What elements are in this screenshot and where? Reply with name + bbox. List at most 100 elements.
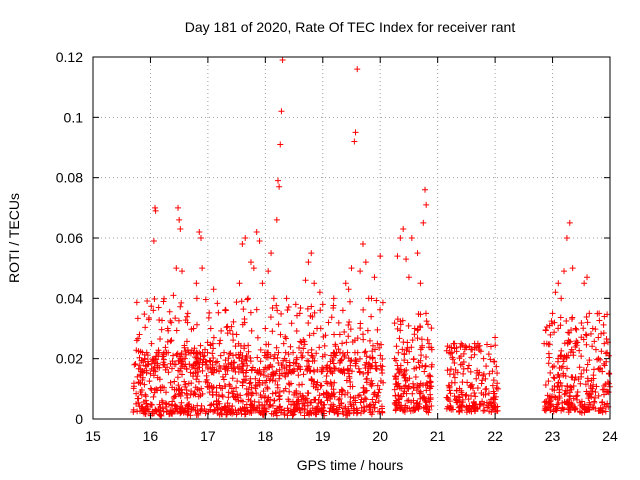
data-point — [359, 331, 366, 338]
data-point — [194, 402, 201, 409]
data-point — [592, 346, 599, 353]
data-point — [286, 381, 293, 388]
data-point — [239, 241, 246, 248]
data-point — [446, 405, 453, 412]
data-point — [592, 389, 599, 396]
data-point — [139, 369, 146, 376]
data-point — [297, 409, 304, 416]
data-point — [147, 401, 154, 408]
data-point — [400, 339, 407, 346]
data-point — [427, 396, 434, 403]
data-point — [321, 401, 328, 408]
data-point — [374, 392, 381, 399]
data-point — [319, 353, 326, 360]
data-point — [474, 340, 481, 347]
data-point — [209, 350, 216, 357]
data-point — [379, 355, 386, 362]
data-point — [298, 339, 305, 346]
data-point — [451, 393, 458, 400]
data-point — [569, 265, 576, 272]
data-point — [376, 386, 383, 393]
data-point — [153, 356, 160, 363]
data-point — [367, 409, 374, 416]
data-point — [291, 391, 298, 398]
data-point — [295, 405, 302, 412]
data-point — [426, 372, 433, 379]
data-point — [370, 401, 377, 408]
data-point — [391, 386, 398, 393]
data-point — [391, 355, 398, 362]
data-point — [259, 411, 266, 418]
data-point — [315, 408, 322, 415]
data-point — [422, 310, 429, 317]
data-point — [570, 352, 577, 359]
data-point — [183, 390, 190, 397]
data-point — [247, 354, 254, 361]
y-tick-label: 0 — [75, 411, 83, 427]
data-point — [426, 398, 433, 405]
data-point — [335, 396, 342, 403]
data-point — [342, 412, 349, 419]
data-point — [410, 355, 417, 362]
data-point — [453, 344, 460, 351]
data-point — [590, 375, 597, 382]
data-point — [379, 409, 386, 416]
data-point — [446, 349, 453, 356]
x-tick-label: 17 — [200, 428, 216, 444]
data-point — [258, 407, 265, 414]
data-point — [221, 404, 228, 411]
data-point — [474, 405, 481, 412]
data-point — [330, 295, 337, 302]
data-point — [422, 186, 429, 193]
data-point — [360, 336, 367, 343]
data-point — [207, 407, 214, 414]
data-point — [304, 305, 311, 312]
data-point — [346, 410, 353, 417]
data-point — [568, 374, 575, 381]
data-point — [323, 393, 330, 400]
data-point — [276, 366, 283, 373]
data-point — [598, 348, 605, 355]
data-point — [555, 379, 562, 386]
data-point — [268, 250, 275, 257]
data-point — [379, 299, 386, 306]
data-point — [485, 390, 492, 397]
data-point — [427, 373, 434, 380]
data-point — [330, 360, 337, 367]
data-point — [270, 411, 277, 418]
data-point — [290, 349, 297, 356]
data-point — [427, 385, 434, 392]
data-point — [341, 391, 348, 398]
data-point — [285, 351, 292, 358]
data-point — [177, 303, 184, 310]
data-point — [480, 355, 487, 362]
data-point — [423, 201, 430, 208]
data-point — [327, 395, 334, 402]
data-point — [357, 399, 364, 406]
data-point — [578, 353, 585, 360]
data-point — [262, 325, 269, 332]
data-point — [210, 334, 217, 341]
data-point — [174, 374, 181, 381]
data-point — [313, 350, 320, 357]
data-point — [229, 375, 236, 382]
data-point — [328, 314, 335, 321]
data-point — [240, 306, 247, 313]
data-point — [206, 382, 213, 389]
data-point — [292, 301, 299, 308]
data-point — [574, 339, 581, 346]
data-point — [316, 289, 323, 296]
data-point — [363, 376, 370, 383]
data-point — [359, 241, 366, 248]
data-point — [309, 313, 316, 320]
data-point — [418, 352, 425, 359]
data-point — [193, 376, 200, 383]
data-point — [267, 353, 274, 360]
data-point — [147, 370, 154, 377]
data-point — [342, 280, 349, 287]
data-point — [330, 302, 337, 309]
data-point — [142, 411, 149, 418]
data-point — [583, 341, 590, 348]
x-tick-label: 21 — [430, 428, 446, 444]
data-point — [467, 368, 474, 375]
